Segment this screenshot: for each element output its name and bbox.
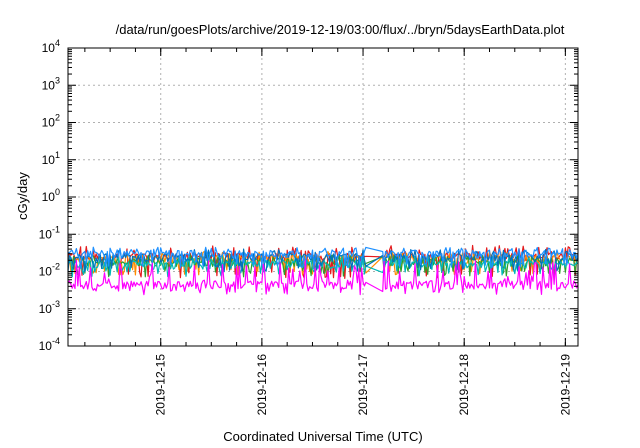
series-line — [67, 248, 579, 273]
y-tick-label: 10-2 — [39, 262, 60, 279]
y-tick-label: 104 — [42, 38, 60, 55]
y-tick-label: 100 — [42, 187, 60, 204]
x-axis: 2019-12-15 2019-12-16 2019-12-17 2019-12-18… — [84, 48, 572, 416]
plot-area — [67, 244, 579, 296]
series-line — [67, 246, 579, 270]
x-tick-label: 2019-12-15 — [154, 354, 168, 416]
y-tick-label: 101 — [42, 150, 60, 167]
y-tick-label: 10-4 — [39, 336, 60, 353]
y-tick-label: 10-3 — [39, 299, 60, 316]
y-tick-label: 103 — [42, 75, 60, 92]
x-tick-label: 2019-12-19 — [558, 354, 572, 416]
x-tick-label: 2019-12-17 — [356, 354, 370, 416]
chart-title: /data/run/goesPlots/archive/2019-12-19/0… — [116, 22, 565, 37]
y-tick-label: 10-1 — [39, 224, 60, 241]
x-tick-label: 2019-12-16 — [255, 354, 269, 416]
series-line — [67, 259, 579, 296]
x-tick-label: 2019-12-18 — [457, 354, 471, 416]
y-axis: 10-4 10-3 10-2 10-1 100 101 102 103 104 — [39, 38, 578, 353]
x-axis-label: Coordinated Universal Time (UTC) — [223, 429, 422, 444]
y-tick-label: 102 — [42, 113, 60, 130]
y-axis-label: cGy/day — [15, 172, 30, 220]
grid-lines — [68, 48, 578, 346]
